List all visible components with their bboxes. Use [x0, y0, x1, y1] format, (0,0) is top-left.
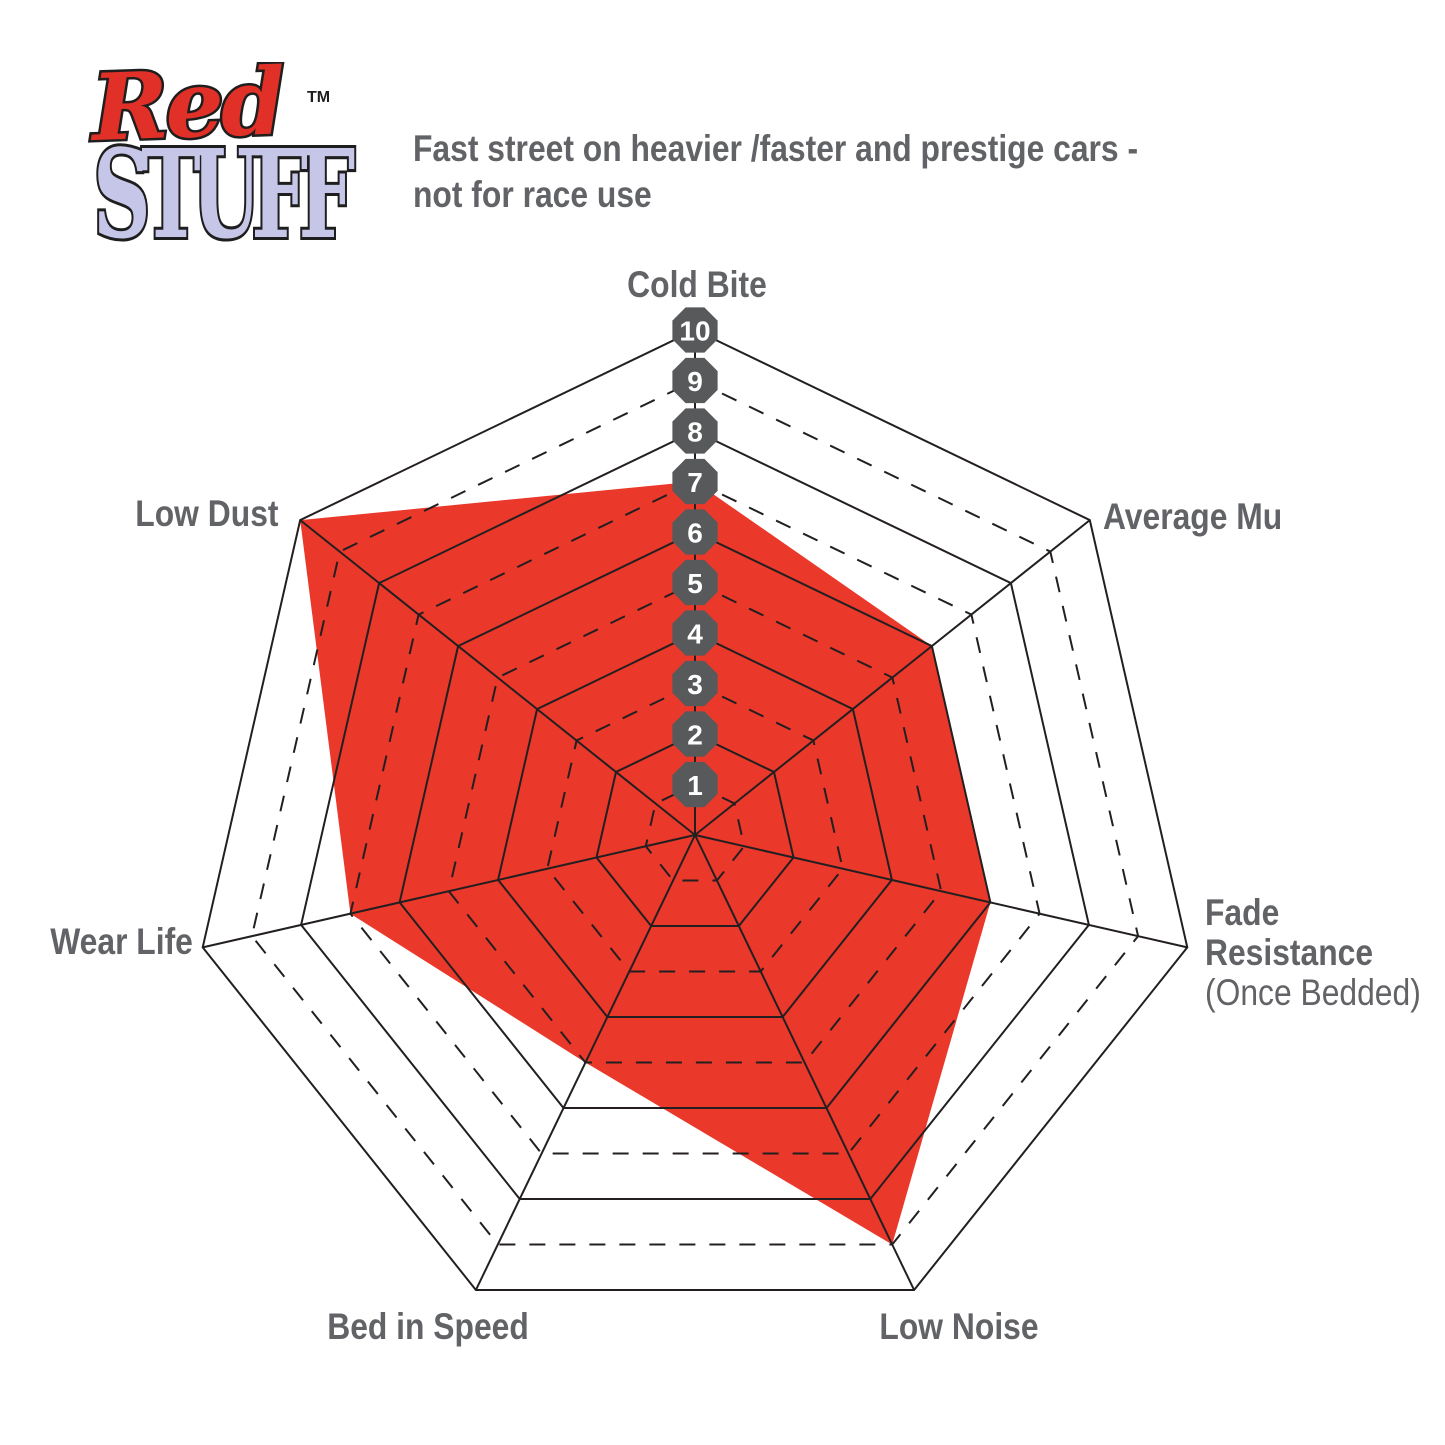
- axis-line-low-noise: [694, 834, 916, 1291]
- axis-label-bed-in-speed: Bed in Speed: [327, 1306, 529, 1347]
- tick-badge-2: [672, 711, 718, 757]
- chart-subtitle-line2: not for race use: [413, 174, 652, 215]
- tick-badge-9: [672, 357, 718, 404]
- axis-line-low-dust: [299, 519, 696, 836]
- tick-number-6: 6: [687, 518, 703, 549]
- logo-trademark: TM: [307, 89, 330, 106]
- grid-ring-1-dashed: [644, 783, 746, 882]
- grid-ring-10-solid: [201, 328, 1189, 1291]
- grid-ring-4-solid: [497, 631, 893, 1018]
- tick-badge-4: [672, 610, 718, 656]
- axis-label-average-mu: Average Mu: [1103, 496, 1283, 537]
- tick-badge-10: [672, 307, 718, 353]
- axis-label-cold-bite: Cold Bite: [627, 264, 767, 305]
- axis-label-fade-sublabel: (Once Bedded): [1205, 972, 1421, 1013]
- tick-number-2: 2: [687, 720, 703, 751]
- grid-ring-3-dashed: [546, 682, 844, 973]
- redstuff-logo: Red STUFF TM: [75, 45, 395, 272]
- tick-badge-1: [672, 761, 718, 808]
- tick-badge-3: [672, 660, 718, 707]
- tick-number-5: 5: [687, 568, 703, 599]
- axis-label-fade-line1: Fade: [1205, 892, 1280, 933]
- chart-subtitle-line1: Fast street on heavier /faster and prest…: [413, 128, 1139, 169]
- tick-number-9: 9: [687, 366, 703, 397]
- axis-line-average-mu: [694, 519, 1091, 836]
- tick-number-10: 10: [679, 316, 710, 347]
- grid-ring-9-dashed: [250, 379, 1140, 1246]
- tick-number-7: 7: [687, 467, 703, 498]
- axis-label-fade-resistance: Fade Resistance (Once Bedded): [1205, 893, 1421, 1013]
- axis-label-wear-life: Wear Life: [50, 921, 193, 962]
- redstuff-logo-svg: Red STUFF TM: [85, 45, 367, 269]
- logo-word-stuff: STUFF: [93, 123, 354, 266]
- series-polygon: [300, 481, 991, 1245]
- grid-ring-2-solid: [595, 732, 795, 927]
- tick-number-4: 4: [687, 619, 703, 650]
- axis-label-low-noise: Low Noise: [879, 1306, 1039, 1347]
- grid-ring-8-solid: [300, 429, 1090, 1200]
- tick-number-1: 1: [687, 770, 703, 801]
- tick-number-8: 8: [687, 417, 703, 448]
- tick-number-3: 3: [687, 669, 703, 700]
- tick-badge-6: [672, 509, 718, 555]
- axis-label-low-dust: Low Dust: [134, 493, 278, 534]
- grid-ring-6-solid: [398, 530, 992, 1109]
- chart-subtitle: Fast street on heavier /faster and prest…: [413, 126, 1138, 218]
- axis-line-fade-resistance: [694, 834, 1188, 949]
- axis-line-wear-life: [202, 834, 696, 949]
- tick-badge-8: [672, 408, 718, 454]
- tick-badge-5: [672, 559, 718, 606]
- logo-word-red: Red: [87, 62, 286, 162]
- tick-badge-7: [672, 458, 718, 505]
- grid-ring-5-dashed: [447, 581, 943, 1064]
- axis-label-fade-line2: Resistance: [1205, 932, 1374, 973]
- axis-line-bed-in-speed: [474, 834, 696, 1291]
